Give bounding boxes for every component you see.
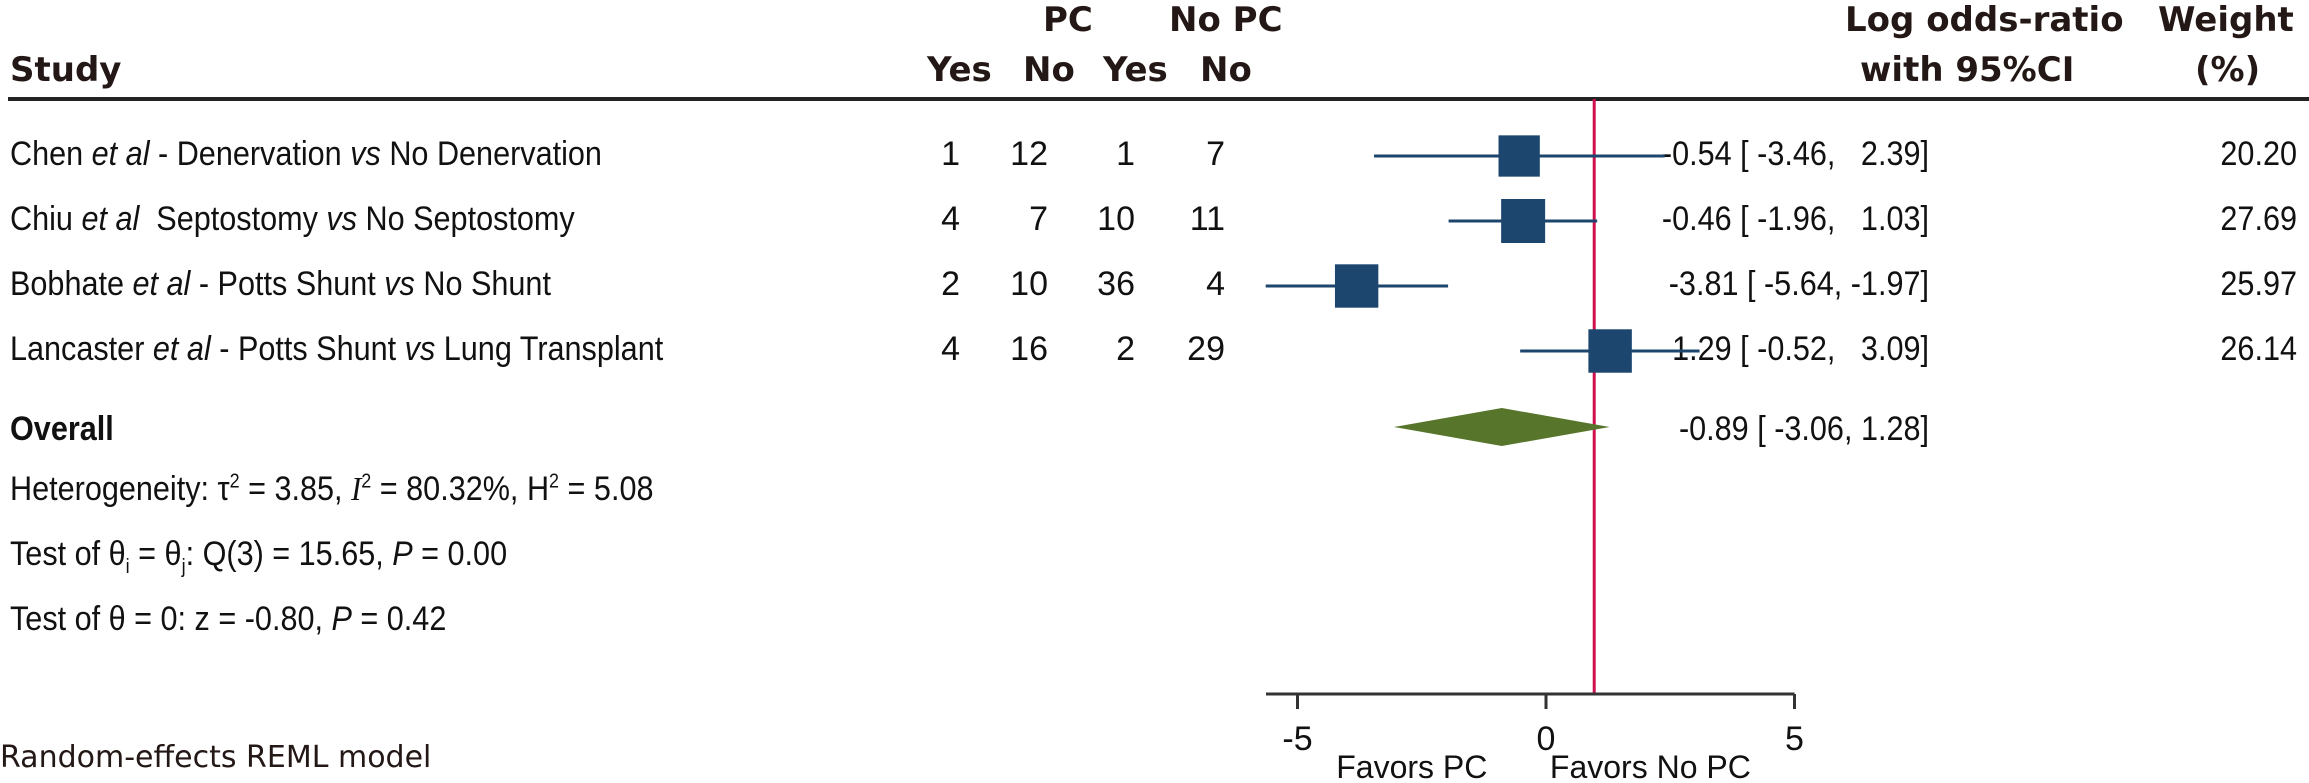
header-effect-line2: with 95%CI xyxy=(1860,50,2075,90)
model-footnote: Random-effects REML model xyxy=(0,740,432,775)
study-pc-no: 16 xyxy=(1010,330,1048,368)
study-author: Chen xyxy=(10,135,84,173)
study-effect-text: -3.81 [ -5.64, -1.97] xyxy=(1668,265,1929,303)
study-etal: et al xyxy=(91,135,150,173)
header-nopc-group: No PC xyxy=(1169,0,1283,40)
study-nopc-yes: 10 xyxy=(1097,200,1135,238)
study-pc-no: 10 xyxy=(1010,265,1048,303)
study-pc-no: 7 xyxy=(1029,200,1048,238)
study-vs: vs xyxy=(326,200,357,238)
header-study: Study xyxy=(10,50,122,90)
study-etal: et al xyxy=(81,200,140,238)
study-pc-yes: 4 xyxy=(941,330,960,368)
study-pc-yes: 1 xyxy=(941,135,960,173)
q-test-stat: Test of θi = θj: Q(3) = 15.65, P = 0.00 xyxy=(10,535,508,578)
x-label-favors-pc: Favors PC xyxy=(1336,749,1487,783)
heterogeneity-stat: Heterogeneity: τ2 = 3.85, I2 = 80.32%, H… xyxy=(10,470,654,508)
study-label: Chen et al - Denervation vs No Denervati… xyxy=(10,135,602,173)
study-comparison-b: Lung Transplant xyxy=(443,330,664,368)
study-vs: vs xyxy=(404,330,436,368)
study-comparison-a: Denervation xyxy=(176,135,342,173)
study-comparison-a: Potts Shunt xyxy=(237,330,397,368)
study-nopc-no: 7 xyxy=(1206,135,1225,173)
study-label: Bobhate et al - Potts Shunt vs No Shunt xyxy=(10,265,551,303)
study-etal: et al xyxy=(132,265,191,303)
header-pc-yes: Yes xyxy=(927,50,992,90)
study-effect-text: 1.29 [ -0.52, 3.09] xyxy=(1672,330,1929,368)
study-weight: 27.69 xyxy=(2220,200,2297,238)
study-effect-text: -0.46 [ -1.96, 1.03] xyxy=(1661,200,1929,238)
study-nopc-no: 29 xyxy=(1187,330,1225,368)
study-pc-yes: 2 xyxy=(941,265,960,303)
study-nopc-yes: 36 xyxy=(1097,265,1135,303)
study-nopc-yes: 1 xyxy=(1116,135,1135,173)
estimate-box xyxy=(1501,199,1546,243)
estimate-box xyxy=(1498,135,1540,177)
x-tick-label: 0 xyxy=(1537,720,1556,758)
study-nopc-yes: 2 xyxy=(1116,330,1135,368)
header-divider xyxy=(8,97,2309,101)
x-tick-label: 5 xyxy=(1785,720,1804,758)
estimate-box xyxy=(1334,264,1379,308)
study-nopc-no: 11 xyxy=(1189,200,1225,238)
header-nopc-yes: Yes xyxy=(1103,50,1168,90)
study-weight: 25.97 xyxy=(2220,265,2297,303)
study-author: Bobhate xyxy=(10,265,125,303)
study-pc-yes: 4 xyxy=(941,200,960,238)
x-tick-label: -5 xyxy=(1282,720,1312,758)
study-nopc-no: 4 xyxy=(1206,265,1225,303)
study-pc-no: 12 xyxy=(1010,135,1048,173)
study-comparison-a: Septostomy xyxy=(156,200,318,238)
z-test-stat: Test of θ = 0: z = -0.80, P = 0.42 xyxy=(10,600,447,638)
study-weight: 26.14 xyxy=(2220,330,2297,368)
study-author: Chiu xyxy=(10,200,73,238)
study-vs: vs xyxy=(384,265,415,303)
header-nopc-no: No xyxy=(1200,50,1252,90)
study-comparison-a: Potts Shunt xyxy=(217,265,376,303)
overall-effect-text: -0.89 [ -3.06, 1.28] xyxy=(1678,410,1929,448)
study-weight: 20.20 xyxy=(2220,135,2297,173)
study-comparison-b: No Denervation xyxy=(389,135,602,173)
study-etal: et al xyxy=(152,330,211,368)
x-label-favors-no-pc: Favors No PC xyxy=(1550,749,1751,783)
study-comparison-b: No Shunt xyxy=(423,265,551,303)
study-effect-text: -0.54 [ -3.46, 2.39] xyxy=(1661,135,1929,173)
header-effect-line1: Log odds-ratio xyxy=(1845,0,2124,40)
study-label: Chiu et al Septostomy vs No Septostomy xyxy=(10,200,575,239)
header-weight-line1: Weight xyxy=(2158,0,2294,40)
header-weight-line2: (%) xyxy=(2195,50,2261,90)
header-pc-no: No xyxy=(1023,50,1075,90)
overall-label: Overall xyxy=(10,410,114,448)
study-vs: vs xyxy=(350,135,381,173)
study-label: Lancaster et al - Potts Shunt vs Lung Tr… xyxy=(10,330,664,368)
study-author: Lancaster xyxy=(10,330,145,368)
study-comparison-b: No Septostomy xyxy=(365,200,575,238)
header-pc-group: PC xyxy=(1043,0,1093,40)
